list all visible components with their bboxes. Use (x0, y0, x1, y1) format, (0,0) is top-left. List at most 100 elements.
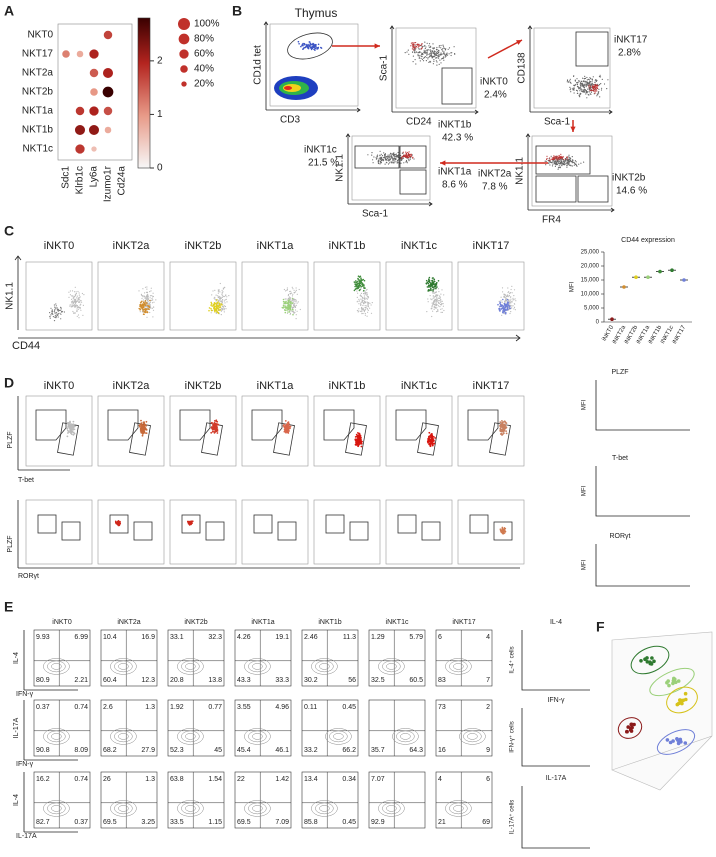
event-dot (143, 295, 145, 297)
event-dot (293, 312, 295, 314)
event-dot (511, 307, 513, 309)
event-dot (221, 300, 223, 302)
y-tick-label: 15,000 (581, 278, 600, 284)
event-dot (586, 82, 589, 84)
event-dot (291, 303, 293, 305)
event-dot (419, 44, 421, 46)
event-dot (568, 161, 571, 163)
event-dot (561, 156, 563, 158)
event-dot (556, 159, 558, 161)
event-dot (571, 156, 573, 158)
event-dot (501, 420, 503, 422)
population-title: iNKT2a (113, 240, 151, 252)
event-dot (211, 430, 214, 433)
event-dot (500, 530, 503, 532)
event-dot (590, 78, 592, 80)
contour (449, 802, 468, 815)
event-dot (499, 528, 502, 530)
event-dot (505, 304, 507, 307)
event-dot (436, 311, 438, 313)
event-dot (579, 84, 582, 86)
event-dot (500, 299, 502, 301)
event-dot (435, 60, 437, 62)
event-dot (357, 444, 360, 447)
gate (61, 521, 81, 541)
event-dot (566, 81, 568, 83)
event-dot (569, 86, 571, 88)
event-dot (75, 301, 77, 303)
event-dot (217, 289, 219, 291)
event-dot (68, 424, 71, 427)
gate-name: iNKT1b (438, 120, 472, 131)
event-dot (138, 290, 140, 292)
axis-label: CD138 (517, 52, 528, 84)
gate (133, 521, 153, 541)
event-dot (363, 279, 366, 282)
event-dot (426, 49, 428, 51)
event-dot (291, 308, 294, 310)
contour (319, 805, 330, 812)
event-dot (566, 79, 569, 81)
contour (467, 733, 478, 740)
event-dot (118, 521, 120, 523)
quadrant-percent: 1.42 (275, 776, 289, 783)
event-dot (387, 155, 389, 157)
event-dot (361, 282, 364, 285)
cluster-ellipse (617, 717, 643, 739)
axis-arrow (345, 133, 351, 204)
contour (463, 730, 482, 743)
event-dot (586, 83, 588, 85)
event-dot (423, 57, 425, 59)
event-dot (50, 314, 52, 316)
event-dot (514, 303, 516, 305)
event-dot (313, 47, 316, 49)
event-dot (222, 295, 224, 298)
event-dot (210, 307, 212, 310)
event-dot (582, 77, 584, 79)
event-dot (404, 52, 406, 54)
contour (445, 658, 472, 675)
event-dot (364, 298, 366, 300)
column-label: Ly6a (89, 166, 100, 188)
event-dot (60, 308, 62, 310)
event-dot (305, 45, 308, 48)
event-dot (444, 53, 446, 55)
population-title: iNKT1a (257, 380, 295, 392)
event-dot (443, 50, 445, 52)
flow-arrow-head (516, 40, 522, 45)
event-dot (601, 78, 603, 80)
event-dot (52, 310, 54, 313)
event-dot (222, 299, 224, 301)
quadrant-percent: 82.7 (36, 819, 50, 826)
plot-frame (435, 771, 493, 829)
event-dot (429, 445, 432, 447)
event-dot (560, 157, 562, 159)
event-dot (433, 296, 435, 298)
event-dot (676, 679, 681, 683)
event-dot (217, 301, 219, 303)
plot-frame (301, 629, 359, 687)
event-dot (433, 301, 435, 303)
contour (118, 663, 129, 670)
event-dot (155, 299, 157, 301)
event-dot (439, 295, 441, 297)
event-dot (151, 302, 154, 304)
event-dot (219, 282, 221, 285)
event-dot (376, 154, 379, 156)
event-dot (430, 53, 432, 55)
event-dot (448, 53, 450, 55)
event-dot (375, 158, 378, 160)
gate (37, 514, 57, 534)
contour (43, 658, 70, 675)
event-dot (421, 58, 423, 61)
event-dot (569, 164, 571, 166)
event-dot (582, 91, 584, 93)
axis-label: MFI (582, 560, 588, 571)
size-legend-label: 40% (194, 64, 214, 75)
event-dot (55, 305, 57, 307)
event-dot (420, 57, 422, 60)
event-dot (285, 302, 287, 304)
event-dot (56, 312, 58, 314)
event-dot (139, 303, 142, 306)
event-dot (591, 81, 593, 83)
